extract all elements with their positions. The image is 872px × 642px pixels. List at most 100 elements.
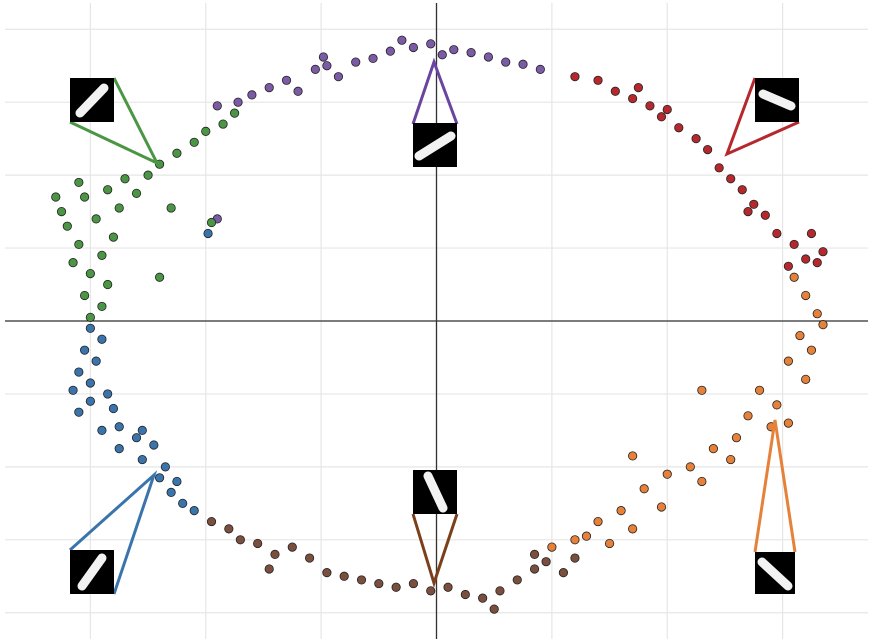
- point: [91, 214, 101, 224]
- point: [645, 101, 655, 111]
- point: [818, 247, 828, 257]
- digit-stroke: [423, 471, 448, 513]
- point: [85, 268, 95, 279]
- point: [570, 72, 580, 82]
- point: [391, 582, 401, 592]
- point: [610, 86, 620, 96]
- digit-stroke: [414, 131, 456, 161]
- point: [743, 206, 753, 217]
- point: [656, 112, 667, 122]
- point: [772, 400, 782, 410]
- point: [80, 192, 90, 202]
- point: [731, 433, 742, 443]
- point: [806, 345, 817, 355]
- point: [80, 345, 90, 355]
- point: [691, 134, 701, 144]
- point: [478, 593, 488, 603]
- point: [97, 250, 107, 260]
- point: [466, 47, 476, 58]
- point: [449, 45, 459, 55]
- point: [304, 553, 315, 563]
- point: [495, 586, 505, 596]
- point: [264, 564, 274, 574]
- connector: [69, 470, 158, 595]
- point: [426, 39, 436, 49]
- point: [310, 64, 320, 74]
- point: [74, 177, 84, 188]
- thumbnails: [69, 57, 800, 595]
- point: [264, 83, 274, 93]
- point: [103, 185, 113, 195]
- point: [801, 290, 811, 301]
- point: [518, 59, 528, 69]
- digit-stroke: [757, 557, 793, 591]
- point: [408, 578, 419, 589]
- point: [639, 484, 649, 494]
- point: [203, 228, 213, 239]
- point: [85, 312, 95, 322]
- point: [131, 433, 142, 443]
- point: [103, 279, 113, 290]
- point: [91, 356, 101, 366]
- point: [253, 538, 263, 549]
- point: [131, 188, 142, 198]
- point: [149, 440, 159, 450]
- point: [218, 119, 228, 129]
- point: [293, 86, 303, 96]
- point: [189, 506, 199, 516]
- point: [801, 254, 811, 264]
- point: [137, 425, 147, 436]
- point: [206, 217, 217, 228]
- connector: [411, 57, 459, 125]
- point: [806, 228, 817, 239]
- point: [166, 203, 176, 213]
- point: [628, 451, 638, 461]
- point: [743, 411, 753, 421]
- point: [270, 549, 280, 559]
- point: [489, 604, 499, 614]
- point: [322, 568, 332, 578]
- point: [85, 323, 95, 333]
- point: [74, 239, 84, 250]
- point: [783, 418, 793, 428]
- thumbnail-orange: [753, 419, 797, 594]
- point: [374, 578, 384, 589]
- point: [224, 524, 234, 534]
- point: [189, 137, 199, 147]
- point: [529, 549, 540, 559]
- point: [408, 42, 419, 53]
- point: [541, 557, 551, 567]
- point: [801, 374, 811, 384]
- points: [51, 35, 828, 614]
- point: [604, 538, 615, 549]
- digit-stroke: [758, 89, 796, 111]
- point: [783, 261, 793, 271]
- point: [483, 52, 494, 62]
- point: [426, 586, 436, 596]
- point: [160, 462, 170, 472]
- point: [593, 75, 603, 85]
- point: [547, 542, 557, 552]
- point: [593, 516, 603, 527]
- thumbnail-red: [724, 77, 800, 157]
- point: [85, 396, 95, 406]
- point: [235, 535, 245, 545]
- point: [166, 487, 176, 497]
- thumbnail-blue: [69, 470, 158, 595]
- point: [114, 422, 124, 432]
- point: [178, 498, 188, 508]
- point: [212, 101, 222, 111]
- point: [512, 575, 522, 585]
- point: [97, 301, 107, 312]
- point: [749, 199, 759, 209]
- point: [155, 473, 165, 483]
- point: [616, 506, 626, 516]
- connector: [69, 77, 161, 167]
- point: [437, 50, 447, 60]
- point: [281, 75, 292, 85]
- point: [685, 462, 695, 472]
- point: [206, 516, 217, 527]
- digit-stroke: [75, 83, 109, 118]
- point: [812, 258, 822, 268]
